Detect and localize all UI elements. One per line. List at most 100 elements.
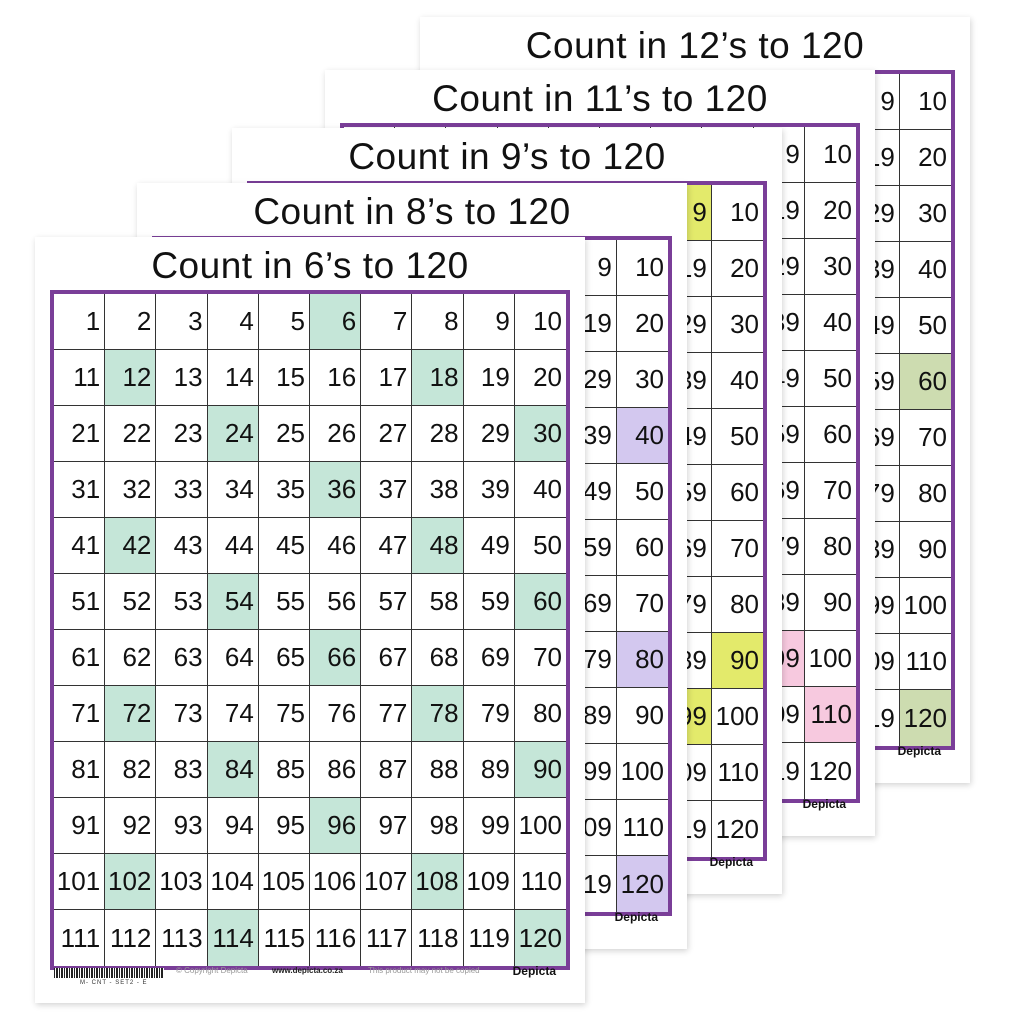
- number-cell: 44: [207, 518, 259, 574]
- number-cell: 95: [258, 798, 310, 854]
- poster-title: Count in 12’s to 120: [525, 25, 865, 66]
- highlighted-number-cell: 120: [899, 690, 951, 746]
- number-cell: 29: [565, 352, 617, 408]
- brand-logo: Depicta: [897, 744, 941, 758]
- number-cell: 69: [565, 576, 617, 632]
- number-cell: 15: [258, 350, 310, 406]
- number-cell: 70: [616, 576, 668, 632]
- number-cell: 14: [207, 350, 259, 406]
- number-cell: 88: [412, 742, 464, 798]
- brand-logo: Depicta: [614, 910, 658, 924]
- number-cell: 31: [54, 462, 106, 518]
- number-cell: 109: [463, 854, 515, 910]
- number-cell: 82: [105, 742, 157, 798]
- number-cell: 22: [105, 406, 157, 462]
- number-cell: 28: [412, 406, 464, 462]
- number-cell: 27: [361, 406, 413, 462]
- poster-title: Count in 11’s to 120: [432, 78, 768, 119]
- number-cell: 19: [463, 350, 515, 406]
- number-cell: 65: [258, 630, 310, 686]
- copyright-text: © Copyright Depicta: [176, 966, 248, 975]
- number-cell: 25: [258, 406, 310, 462]
- number-cell: 86: [310, 742, 362, 798]
- highlighted-number-cell: 6: [310, 294, 362, 350]
- number-cell: 30: [711, 297, 763, 353]
- number-cell: 51: [54, 574, 106, 630]
- number-cell: 98: [412, 798, 464, 854]
- number-cell: 67: [361, 630, 413, 686]
- number-cell: 93: [156, 798, 208, 854]
- number-cell: 110: [899, 634, 951, 690]
- number-cell: 49: [565, 464, 617, 520]
- highlighted-number-cell: 18: [412, 350, 464, 406]
- number-cell: 77: [361, 686, 413, 742]
- highlighted-number-cell: 114: [207, 910, 259, 966]
- number-cell: 63: [156, 630, 208, 686]
- number-cell: 68: [412, 630, 464, 686]
- number-cell: 10: [711, 185, 763, 241]
- number-cell: 69: [463, 630, 515, 686]
- number-cell: 94: [207, 798, 259, 854]
- number-cell: 99: [565, 744, 617, 800]
- number-cell: 50: [711, 409, 763, 465]
- number-cell: 20: [711, 241, 763, 297]
- poster-count-in-6: Count in 6’s to 120 1 2 3 4 5 6 7 8 9 10 11 12 13 14 1…: [35, 237, 585, 1003]
- number-cell: 100: [616, 744, 668, 800]
- number-cell: 26: [310, 406, 362, 462]
- number-cell: 1: [54, 294, 106, 350]
- number-cell: 73: [156, 686, 208, 742]
- number-cell: 38: [412, 462, 464, 518]
- number-cell: 30: [804, 239, 856, 295]
- number-cell: 34: [207, 462, 259, 518]
- number-cell: 55: [258, 574, 310, 630]
- number-cell: 90: [804, 575, 856, 631]
- number-cell: 7: [361, 294, 413, 350]
- number-cell: 59: [463, 574, 515, 630]
- number-cell: 70: [899, 410, 951, 466]
- number-cell: 23: [156, 406, 208, 462]
- number-cell: 105: [258, 854, 310, 910]
- number-cell: 11: [54, 350, 106, 406]
- highlighted-number-cell: 96: [310, 798, 362, 854]
- highlighted-number-cell: 48: [412, 518, 464, 574]
- number-cell: 2: [105, 294, 157, 350]
- poster-title: Count in 9’s to 120: [348, 136, 666, 177]
- highlighted-number-cell: 54: [207, 574, 259, 630]
- number-cell: 100: [899, 578, 951, 634]
- number-cell: 120: [808, 755, 852, 786]
- number-cell: 30: [899, 186, 951, 242]
- copy-notice: This product may not be copied: [368, 966, 480, 975]
- number-cell: 100: [711, 689, 763, 745]
- number-cell: 97: [361, 798, 413, 854]
- number-cell: 13: [156, 350, 208, 406]
- number-cell: 99: [463, 798, 515, 854]
- number-cell: 50: [899, 298, 951, 354]
- number-cell: 3: [156, 294, 208, 350]
- number-cell: 90: [616, 688, 668, 744]
- number-cell: 40: [899, 242, 951, 298]
- number-cell: 59: [565, 520, 617, 576]
- number-cell: 32: [105, 462, 157, 518]
- number-cell: 91: [54, 798, 106, 854]
- highlighted-number-cell: 12: [105, 350, 157, 406]
- number-cell: 117: [361, 910, 413, 966]
- highlighted-number-cell: 30: [514, 406, 566, 462]
- poster-title: Count in 6’s to 120: [151, 245, 469, 286]
- poster-footer: M- CNT - SET2 - E © Copyright Depicta ww…: [50, 964, 570, 994]
- number-cell: 29: [463, 406, 515, 462]
- number-cell: 83: [156, 742, 208, 798]
- number-cell: 50: [804, 351, 856, 407]
- number-cell: 10: [804, 127, 856, 183]
- number-cell: 37: [361, 462, 413, 518]
- number-cell: 85: [258, 742, 310, 798]
- poster-title: Count in 8’s to 120: [253, 191, 571, 232]
- number-cell: 35: [258, 462, 310, 518]
- number-cell: 74: [207, 686, 259, 742]
- highlighted-number-cell: 90: [514, 742, 566, 798]
- number-cell: 10: [514, 294, 566, 350]
- number-cell: 89: [565, 688, 617, 744]
- number-cell: 60: [616, 520, 668, 576]
- number-cell: 90: [899, 522, 951, 578]
- highlighted-number-cell: 36: [310, 462, 362, 518]
- highlighted-number-cell: 120: [514, 910, 566, 966]
